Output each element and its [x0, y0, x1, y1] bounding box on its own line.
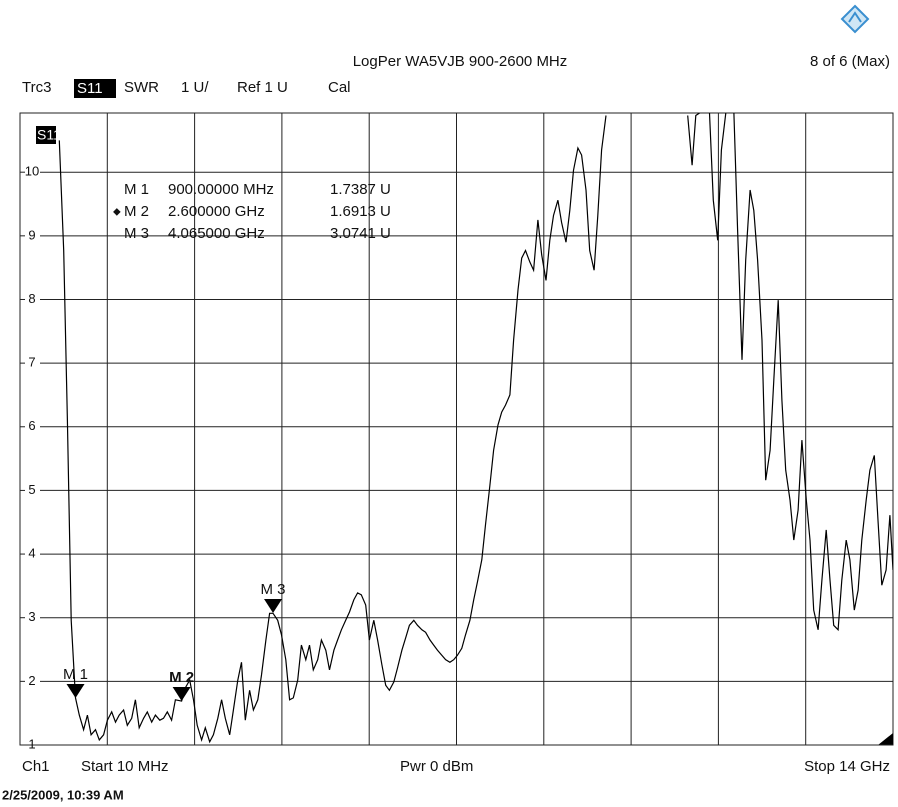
y-tick-label: 9: [28, 227, 35, 242]
y-tick-label: 7: [28, 355, 35, 370]
y-tick-label: 3: [28, 609, 35, 624]
timestamp: 2/25/2009, 10:39 AM: [2, 787, 124, 802]
cal-status: Cal: [328, 79, 351, 96]
power: Pwr 0 dBm: [400, 758, 473, 775]
y-tick-label: 6: [28, 418, 35, 433]
marker-triangle: [264, 598, 283, 613]
marker-row-frequency: 900.00000 MHz: [168, 181, 274, 198]
marker-label: M 3: [261, 581, 286, 598]
trace-badge: [36, 126, 56, 144]
y-tick-label: 2: [28, 673, 35, 688]
corner-mark: [878, 733, 893, 745]
scale: 1 U/: [181, 79, 209, 96]
trace-line: [58, 113, 893, 744]
start-frequency: Start 10 MHz: [81, 758, 169, 775]
marker-label: M 2: [169, 669, 194, 686]
marker-triangle: [172, 687, 191, 702]
marker-row-frequency: 2.600000 GHz: [168, 203, 265, 220]
stop-frequency: Stop 14 GHz: [804, 758, 890, 775]
marker-row-label: M 3: [124, 225, 149, 242]
param-badge: [74, 79, 116, 98]
param-name: S11: [77, 80, 103, 97]
y-tick-label: 4: [28, 546, 35, 561]
trace-name: Trc3: [22, 79, 51, 96]
marker-row-frequency: 4.065000 GHz: [168, 225, 265, 242]
marker-row-label: M 1: [124, 181, 149, 198]
logo: [840, 4, 870, 34]
y-tick-label: 10: [25, 164, 39, 179]
y-tick-label: 5: [28, 482, 35, 497]
active-indicator: ◆: [113, 207, 121, 218]
plot-area: [58, 113, 893, 744]
channel: Ch1: [22, 758, 50, 775]
chart-title: LogPer WA5VJB 900-2600 MHz: [353, 53, 568, 70]
trace-label: S11: [37, 127, 61, 143]
marker-row-value: 1.7387 U: [330, 181, 391, 198]
y-tick-label: 8: [28, 291, 35, 306]
format: SWR: [124, 79, 159, 96]
marker-label: M 1: [63, 666, 88, 683]
y-tick-label: 1: [28, 736, 35, 751]
marker-triangle: [66, 683, 85, 698]
sweep-count: 8 of 6 (Max): [810, 53, 890, 70]
marker-row-label: M 2: [124, 203, 149, 220]
marker-row-value: 3.0741 U: [330, 225, 391, 242]
marker-row-value: 1.6913 U: [330, 203, 391, 220]
reference: Ref 1 U: [237, 79, 288, 96]
